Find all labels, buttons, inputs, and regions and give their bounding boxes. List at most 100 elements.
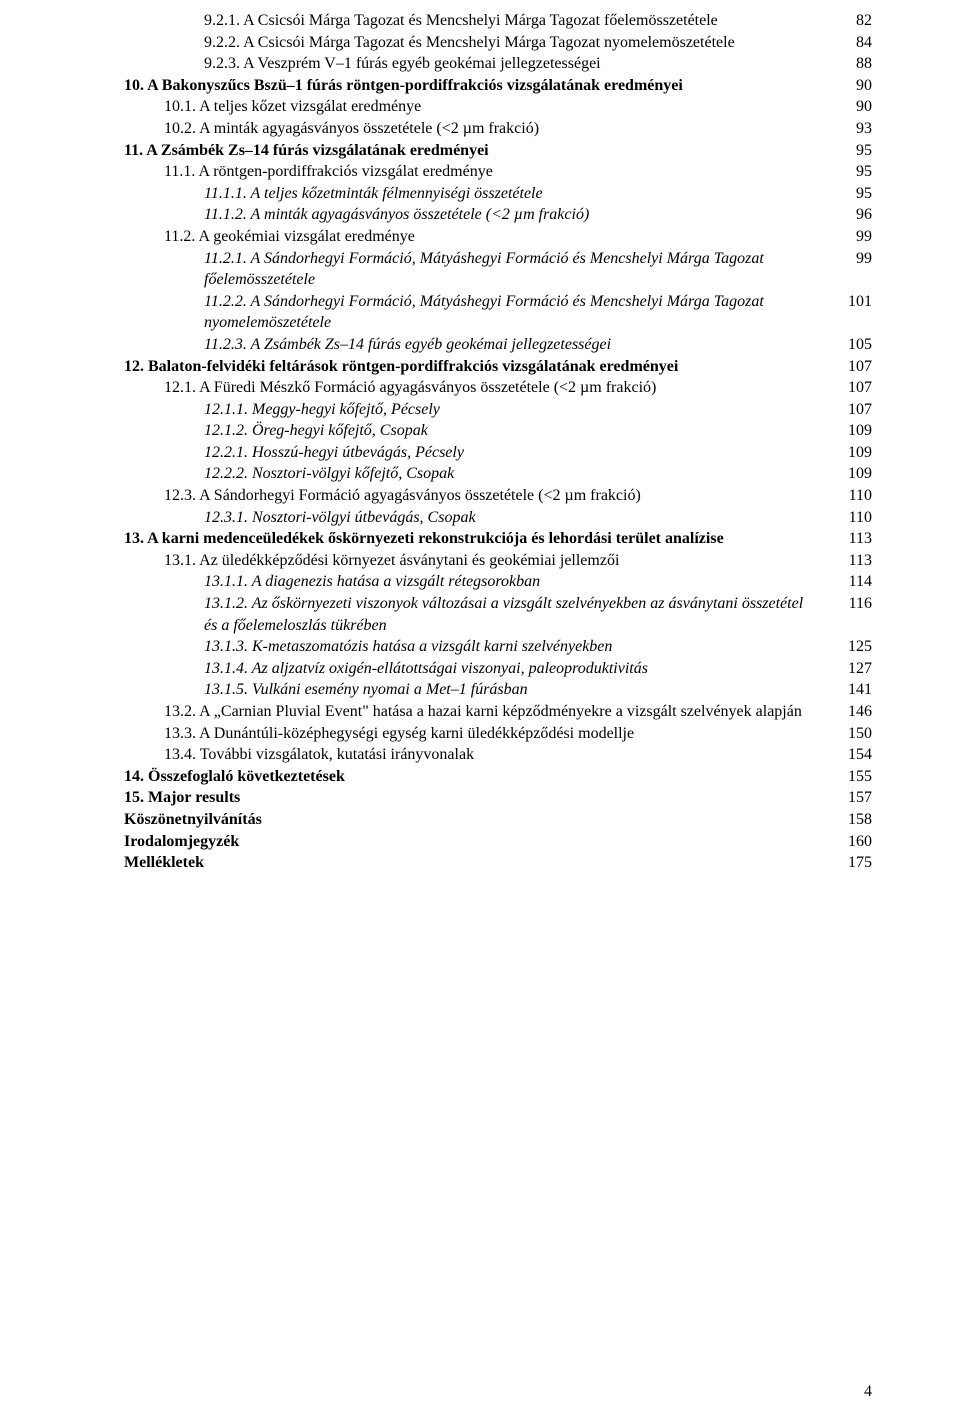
toc-entry-label: 13.1. Az üledékképződési környezet ásván… — [124, 550, 832, 572]
toc-row: 13.1.4. Az aljzatvíz oxigén-ellátottsága… — [124, 658, 872, 680]
toc-entry-label: 12.1. A Füredi Mészkő Formáció agyagásvá… — [124, 377, 832, 399]
toc-entry-page: 175 — [832, 852, 872, 874]
toc-entry-label: 11. A Zsámbék Zs–14 fúrás vizsgálatának … — [124, 140, 832, 162]
toc-entry-label: 10. A Bakonyszűcs Bszü–1 fúrás röntgen-p… — [124, 75, 832, 97]
toc-row: 13.1.3. K-metaszomatózis hatása a vizsgá… — [124, 636, 872, 658]
toc-entry-page: 101 — [832, 291, 872, 313]
toc-row: 13.4. További vizsgálatok, kutatási irán… — [124, 744, 872, 766]
toc-entry-page: 114 — [832, 571, 872, 593]
toc-entry-label: 9.2.1. A Csicsói Márga Tagozat és Mencsh… — [124, 10, 832, 32]
toc-row: 10.2. A minták agyagásványos összetétele… — [124, 118, 872, 140]
toc-row: Irodalomjegyzék160 — [124, 831, 872, 853]
toc-entry-label: 11.2.3. A Zsámbék Zs–14 fúrás egyéb geok… — [124, 334, 832, 356]
toc-entry-page: 110 — [832, 507, 872, 529]
toc-row: 14. Összefoglaló következtetések155 — [124, 766, 872, 788]
toc-entry-page: 154 — [832, 744, 872, 766]
toc-entry-page: 150 — [832, 723, 872, 745]
toc-row: 11. A Zsámbék Zs–14 fúrás vizsgálatának … — [124, 140, 872, 162]
toc-entry-label: 12.1.2. Öreg-hegyi kőfejtő, Csopak — [124, 420, 832, 442]
toc-row: 12.1.2. Öreg-hegyi kőfejtő, Csopak109 — [124, 420, 872, 442]
toc-row: 13.1.2. Az őskörnyezeti viszonyok változ… — [124, 593, 872, 636]
toc-entry-page: 160 — [832, 831, 872, 853]
toc-page: 9.2.1. A Csicsói Márga Tagozat és Mencsh… — [0, 0, 960, 1425]
toc-row: 15. Major results157 — [124, 787, 872, 809]
toc-entry-page: 96 — [832, 204, 872, 226]
toc-row: 12.3.1. Nosztori-völgyi útbevágás, Csopa… — [124, 507, 872, 529]
toc-row: 13.1.1. A diagenezis hatása a vizsgált r… — [124, 571, 872, 593]
toc-entry-label: 12.3.1. Nosztori-völgyi útbevágás, Csopa… — [124, 507, 832, 529]
toc-entry-label: 10.2. A minták agyagásványos összetétele… — [124, 118, 832, 140]
toc-entry-label: 12.2.2. Nosztori-völgyi kőfejtő, Csopak — [124, 463, 832, 485]
page-number: 4 — [864, 1381, 872, 1403]
toc-row: Köszönetnyilvánítás158 — [124, 809, 872, 831]
toc-entry-label: 15. Major results — [124, 787, 832, 809]
toc-entry-page: 125 — [832, 636, 872, 658]
toc-entry-page: 155 — [832, 766, 872, 788]
toc-row: 13. A karni medenceüledékek őskörnyezeti… — [124, 528, 872, 550]
toc-entry-label: 12.3. A Sándorhegyi Formáció agyagásvány… — [124, 485, 832, 507]
toc-entry-label: 11.1.2. A minták agyagásványos összetéte… — [124, 204, 832, 226]
toc-row: 11.2. A geokémiai vizsgálat eredménye99 — [124, 226, 872, 248]
toc-entry-page: 90 — [832, 96, 872, 118]
toc-entry-label: 12.2.1. Hosszú-hegyi útbevágás, Pécsely — [124, 442, 832, 464]
toc-entry-page: 127 — [832, 658, 872, 680]
toc-entry-label: 13.1.1. A diagenezis hatása a vizsgált r… — [124, 571, 832, 593]
toc-row: 12.1. A Füredi Mészkő Formáció agyagásvá… — [124, 377, 872, 399]
toc-entry-label: 13.3. A Dunántúli-középhegységi egység k… — [124, 723, 832, 745]
toc-entry-label: 9.2.3. A Veszprém V–1 fúrás egyéb geokém… — [124, 53, 832, 75]
toc-entry-page: 105 — [832, 334, 872, 356]
toc-entry-label: 13. A karni medenceüledékek őskörnyezeti… — [124, 528, 832, 550]
toc-row: 11.1. A röntgen-pordiffrakciós vizsgálat… — [124, 161, 872, 183]
toc-row: 11.2.2. A Sándorhegyi Formáció, Mátyáshe… — [124, 291, 872, 334]
toc-entry-label: 13.4. További vizsgálatok, kutatási irán… — [124, 744, 832, 766]
toc-entry-label: 13.1.2. Az őskörnyezeti viszonyok változ… — [124, 593, 832, 636]
toc-entry-page: 99 — [832, 226, 872, 248]
toc-entry-page: 110 — [832, 485, 872, 507]
toc-row: 13.1.5. Vulkáni esemény nyomai a Met–1 f… — [124, 679, 872, 701]
toc-entry-page: 109 — [832, 420, 872, 442]
toc-row: 10.1. A teljes kőzet vizsgálat eredménye… — [124, 96, 872, 118]
toc-entry-page: 88 — [832, 53, 872, 75]
toc-entry-page: 107 — [832, 356, 872, 378]
toc-row: 11.1.2. A minták agyagásványos összetéte… — [124, 204, 872, 226]
toc-entry-page: 109 — [832, 442, 872, 464]
toc-entry-label: 13.2. A „Carnian Pluvial Event" hatása a… — [124, 701, 832, 723]
toc-row: 9.2.2. A Csicsói Márga Tagozat és Mencsh… — [124, 32, 872, 54]
toc-entry-page: 95 — [832, 161, 872, 183]
toc-entry-label: 13.1.3. K-metaszomatózis hatása a vizsgá… — [124, 636, 832, 658]
toc-entry-page: 113 — [832, 550, 872, 572]
toc-entry-page: 93 — [832, 118, 872, 140]
toc-row: 13.2. A „Carnian Pluvial Event" hatása a… — [124, 701, 872, 723]
toc-row: 13.3. A Dunántúli-középhegységi egység k… — [124, 723, 872, 745]
toc-row: 11.2.3. A Zsámbék Zs–14 fúrás egyéb geok… — [124, 334, 872, 356]
toc-entry-page: 113 — [832, 528, 872, 550]
toc-entry-label: 14. Összefoglaló következtetések — [124, 766, 832, 788]
toc-entry-page: 109 — [832, 463, 872, 485]
toc-row: 11.2.1. A Sándorhegyi Formáció, Mátyáshe… — [124, 248, 872, 291]
toc-entry-page: 95 — [832, 140, 872, 162]
toc-entry-label: Mellékletek — [124, 852, 832, 874]
toc-entry-page: 146 — [832, 701, 872, 723]
toc-entry-label: Irodalomjegyzék — [124, 831, 832, 853]
toc-entry-label: 11.2.1. A Sándorhegyi Formáció, Mátyáshe… — [124, 248, 832, 291]
toc-row: 13.1. Az üledékképződési környezet ásván… — [124, 550, 872, 572]
toc-row: 12.2.2. Nosztori-völgyi kőfejtő, Csopak1… — [124, 463, 872, 485]
toc-entry-page: 82 — [832, 10, 872, 32]
toc-entry-label: 13.1.5. Vulkáni esemény nyomai a Met–1 f… — [124, 679, 832, 701]
toc-row: 11.1.1. A teljes kőzetminták félmennyisé… — [124, 183, 872, 205]
toc-entry-label: 11.2. A geokémiai vizsgálat eredménye — [124, 226, 832, 248]
toc-entry-label: 9.2.2. A Csicsói Márga Tagozat és Mencsh… — [124, 32, 832, 54]
toc-entry-page: 90 — [832, 75, 872, 97]
toc-entry-page: 141 — [832, 679, 872, 701]
toc-entry-label: 12. Balaton-felvidéki feltárások röntgen… — [124, 356, 832, 378]
toc-entry-page: 84 — [832, 32, 872, 54]
toc-row: 10. A Bakonyszűcs Bszü–1 fúrás röntgen-p… — [124, 75, 872, 97]
toc-entry-page: 157 — [832, 787, 872, 809]
toc-entry-page: 107 — [832, 399, 872, 421]
toc-entry-label: 10.1. A teljes kőzet vizsgálat eredménye — [124, 96, 832, 118]
toc-row: Mellékletek175 — [124, 852, 872, 874]
toc-row: 12.1.1. Meggy-hegyi kőfejtő, Pécsely107 — [124, 399, 872, 421]
toc-row: 12.2.1. Hosszú-hegyi útbevágás, Pécsely1… — [124, 442, 872, 464]
toc-entry-label: 11.1. A röntgen-pordiffrakciós vizsgálat… — [124, 161, 832, 183]
toc-entry-page: 107 — [832, 377, 872, 399]
